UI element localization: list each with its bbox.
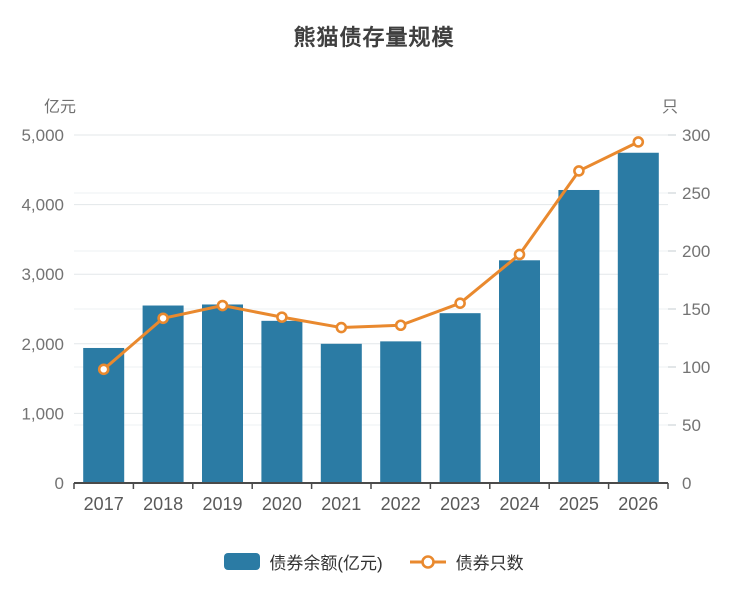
left-axis-tick-label-3000: 3,000	[21, 265, 64, 284]
chart-legend: 债券余额(亿元) 债券只数	[0, 549, 748, 574]
line-marker-2023	[454, 297, 466, 310]
x-axis-label-2020: 2020	[262, 494, 302, 514]
legend-label-bond-balance: 债券余额(亿元)	[269, 554, 383, 573]
x-axis-label-2021: 2021	[321, 494, 361, 514]
right-axis-tick-label-150: 150	[682, 300, 710, 319]
x-axis-label-2025: 2025	[559, 494, 599, 514]
left-axis-tick-label-5000: 5,000	[21, 126, 64, 145]
right-axis-tick-label-0: 0	[682, 474, 691, 493]
x-axis-label-2024: 2024	[499, 494, 539, 514]
left-axis-unit-label: 亿元	[44, 99, 77, 116]
right-axis-tick-label-250: 250	[682, 184, 710, 203]
bar-2021	[320, 343, 362, 483]
left-axis-tick-label-0: 0	[55, 474, 64, 493]
bar-2022	[380, 341, 422, 483]
right-axis-tick-label-100: 100	[682, 358, 710, 377]
right-axis-tick-label-300: 300	[682, 126, 710, 145]
legend-item-bond-count[interactable]: 债券只数	[409, 549, 524, 574]
bar-2026	[617, 152, 659, 484]
left-axis-tick-label-4000: 4,000	[21, 196, 64, 215]
line-marker-2017	[97, 363, 110, 376]
bar-2023	[439, 313, 481, 483]
right-axis-tick-label-50: 50	[682, 416, 701, 435]
line-marker-2020	[276, 311, 288, 323]
left-axis-tick-label-2000: 2,000	[21, 335, 64, 354]
line-marker-2019	[216, 299, 229, 312]
bar-2025	[558, 189, 600, 483]
x-axis-label-2019: 2019	[202, 494, 242, 514]
bar-2019	[202, 304, 243, 483]
line-series-marker-icon	[409, 554, 446, 569]
x-axis-label-2022: 2022	[381, 494, 421, 514]
line-marker-2026	[632, 136, 645, 148]
line-marker-2025	[573, 165, 585, 177]
right-axis-tick-label-200: 200	[682, 242, 710, 261]
x-axis-label-2017: 2017	[84, 494, 124, 514]
right-axis-unit-label: 只	[662, 99, 679, 116]
bar-2020	[261, 320, 303, 483]
chart-title: 熊猫债存量规模	[293, 25, 455, 50]
line-marker-2022	[394, 319, 407, 332]
bond-count-line	[102, 140, 640, 371]
bar-2024	[499, 260, 540, 483]
x-axis-label-2026: 2026	[618, 494, 658, 514]
x-axis-label-2023: 2023	[440, 494, 480, 514]
legend-item-bond-balance[interactable]: 债券余额(亿元)	[224, 549, 383, 574]
bar-series-swatch	[224, 553, 261, 570]
bar-2018	[142, 305, 184, 483]
x-axis-label-2018: 2018	[143, 494, 183, 514]
legend-label-bond-count: 债券只数	[455, 554, 524, 573]
line-marker-2021	[335, 321, 348, 334]
line-marker-2024	[513, 248, 526, 261]
left-axis-tick-label-1000: 1,000	[21, 404, 64, 423]
line-marker-2018	[157, 312, 169, 325]
